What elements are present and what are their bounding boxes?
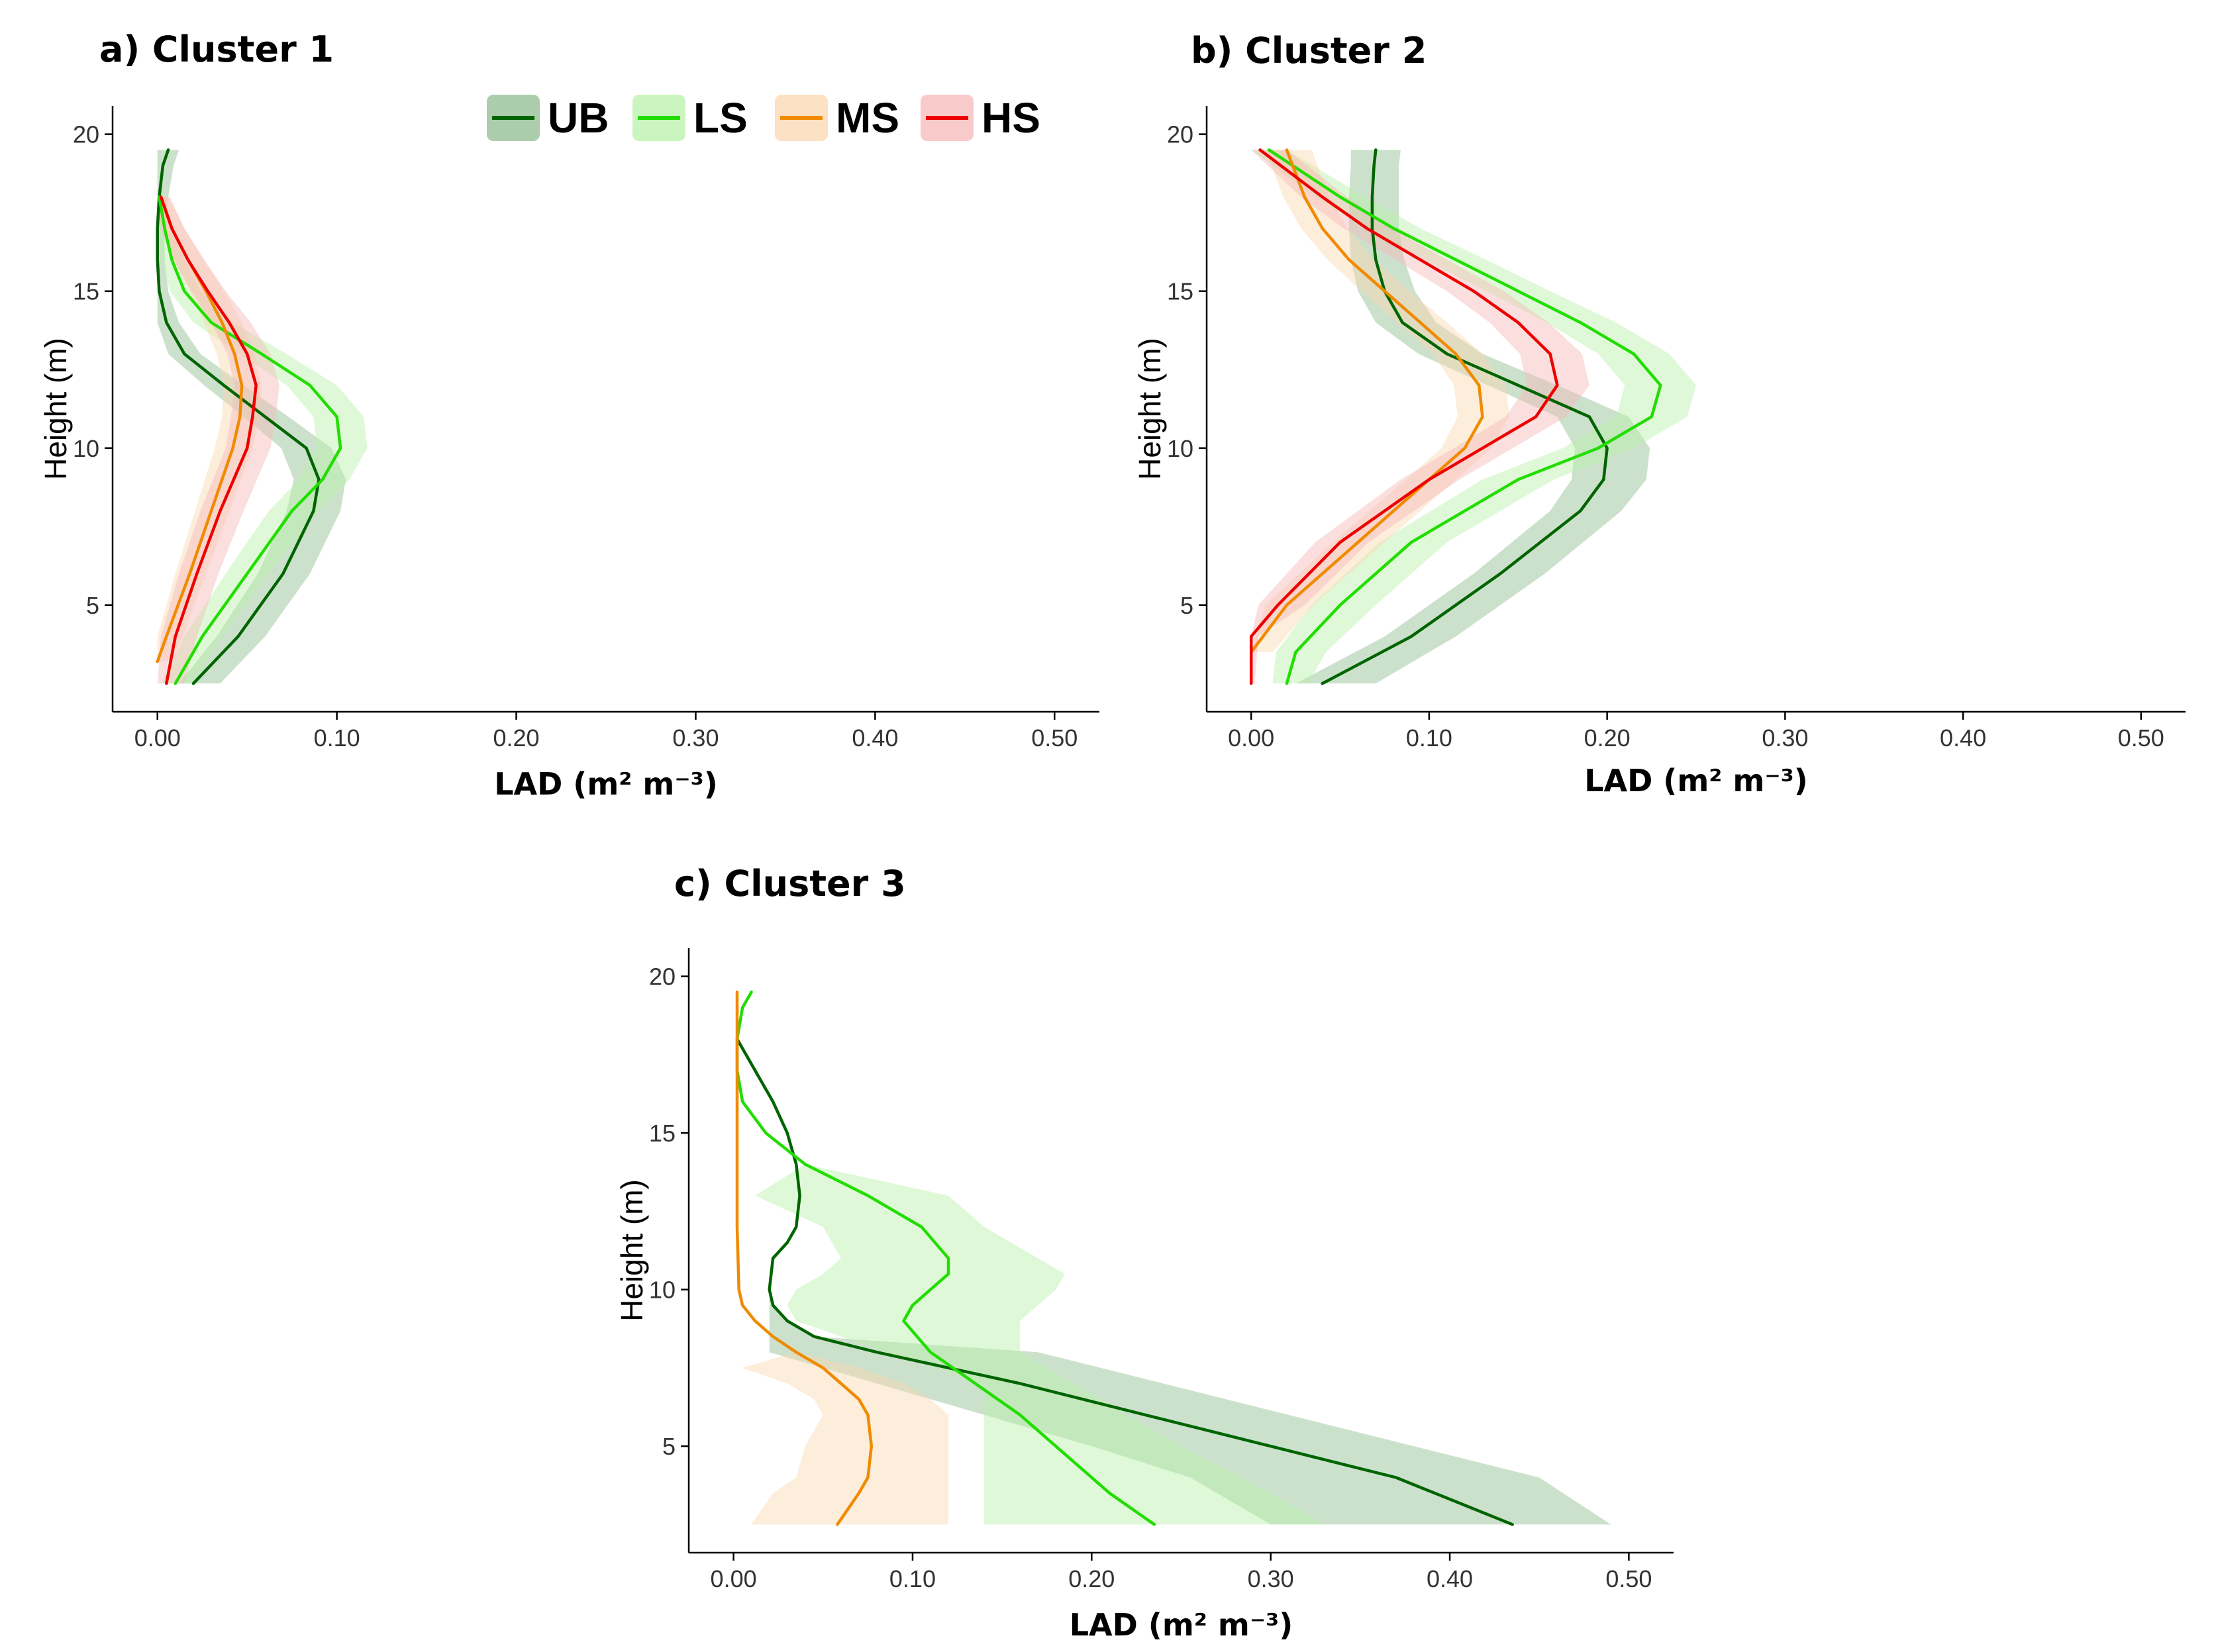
x-tick-label: 0.40	[1427, 1565, 1473, 1592]
y-tick-label: 10	[73, 435, 99, 462]
y-tick-label: 20	[73, 121, 99, 148]
x-tick-label: 0.50	[1031, 724, 1078, 752]
chart-panel-cluster2: b) Cluster 2 0.00 0.10 0.20 0.30 0.40 0.50 5 10 1…	[1133, 30, 2186, 799]
line-ub	[1321, 148, 1609, 685]
legend-label: UB	[548, 94, 609, 142]
x-tick-label: 0.40	[1940, 724, 1986, 752]
line-hs	[1249, 148, 1559, 685]
x-tick-label: 0.50	[2118, 724, 2164, 752]
legend-item-ub: UB	[487, 94, 609, 142]
panel-title: c) Cluster 3	[674, 863, 906, 904]
x-axis-title: LAD (m² m⁻³)	[494, 766, 718, 802]
x-tick-label: 0.30	[672, 724, 719, 752]
panel-title: b) Cluster 2	[1191, 30, 1427, 72]
y-tick-label: 15	[649, 1120, 676, 1147]
band-ms	[1251, 150, 1509, 652]
x-tick-label: 0.20	[1584, 724, 1631, 752]
band-ms	[157, 197, 262, 662]
x-tick-label: 0.40	[852, 724, 898, 752]
x-tick-label: 0.00	[134, 724, 181, 752]
chart-panel-cluster3: c) Cluster 3 0.00 0.10 0.20 0.30 0.40 0.50 5 10 1…	[615, 863, 1674, 1643]
y-axis-title: Height (m)	[615, 1179, 649, 1322]
y-tick-label: 5	[86, 592, 99, 619]
band-hs	[157, 197, 279, 684]
x-tick-label: 0.30	[1248, 1565, 1294, 1592]
legend: UB LS MS HS	[487, 94, 1040, 142]
x-tick-label: 0.00	[1228, 724, 1274, 752]
y-tick-label: 15	[73, 278, 99, 305]
x-tick-label: 0.30	[1762, 724, 1808, 752]
x-axis-title: LAD (m² m⁻³)	[1070, 1607, 1293, 1643]
line-ls	[158, 195, 342, 685]
band-ub	[737, 1039, 1611, 1525]
line-ls	[1267, 148, 1662, 685]
x-axis-title: LAD (m² m⁻³)	[1584, 763, 1808, 799]
x-tick-label: 0.20	[1068, 1565, 1115, 1592]
legend-label: HS	[982, 94, 1040, 142]
band-ls	[1251, 150, 1696, 684]
legend-item-hs: HS	[921, 94, 1040, 142]
line-ms	[1249, 148, 1484, 654]
y-tick-label: 5	[662, 1433, 676, 1460]
band-hs	[1251, 150, 1589, 684]
y-axis-title: Height (m)	[38, 338, 73, 480]
line-ub	[735, 1037, 1514, 1526]
band-ls	[157, 197, 368, 684]
x-tick-label: 0.10	[314, 724, 360, 752]
band-ub	[1295, 150, 1650, 684]
legend-item-ms: MS	[775, 94, 899, 142]
legend-label: LS	[693, 94, 748, 142]
x-tick-label: 0.20	[493, 724, 540, 752]
x-tick-label: 0.50	[1605, 1565, 1652, 1592]
x-tick-label: 0.10	[1406, 724, 1452, 752]
y-tick-label: 5	[1180, 592, 1193, 619]
legend-item-ls: LS	[632, 94, 748, 142]
y-tick-label: 20	[1167, 121, 1193, 148]
chart-panel-cluster1: a) Cluster 1 0.00 0.10 0.20 0.30 0.40 0.50 5 10 1…	[38, 28, 1099, 802]
y-axis-title: Height (m)	[1133, 338, 1167, 480]
panel-title: a) Cluster 1	[99, 28, 334, 70]
line-ub	[156, 148, 321, 685]
x-tick-label: 0.00	[711, 1565, 757, 1592]
line-ms	[735, 990, 874, 1526]
y-tick-label: 10	[1167, 435, 1193, 462]
y-tick-label: 20	[649, 963, 676, 991]
legend-label: MS	[836, 94, 899, 142]
x-tick-label: 0.10	[889, 1565, 936, 1592]
y-tick-label: 15	[1167, 278, 1193, 305]
band-ms	[737, 992, 948, 1525]
y-tick-label: 10	[649, 1277, 676, 1304]
line-hs	[159, 195, 258, 685]
band-ls	[737, 992, 1325, 1525]
